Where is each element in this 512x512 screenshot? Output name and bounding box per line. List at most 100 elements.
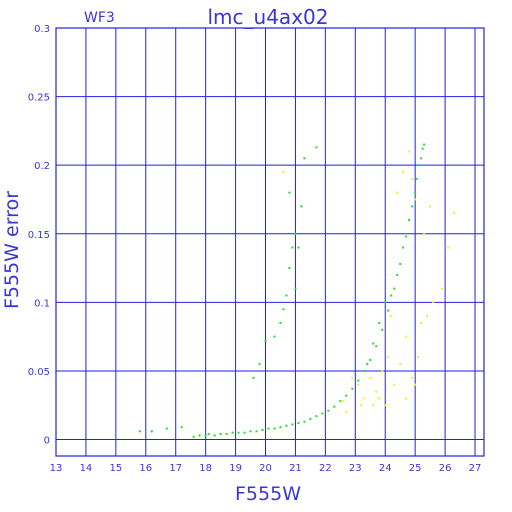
y-tick-label: 0.25 (28, 93, 50, 104)
green-data-point (237, 431, 240, 434)
green-data-point (207, 433, 210, 436)
yellow-data-point (417, 356, 420, 359)
y-tick-label: 0.15 (28, 230, 50, 241)
green-data-point (258, 363, 261, 366)
green-data-point (243, 431, 246, 434)
yellow-data-point (381, 369, 384, 372)
plot-frame (55, 27, 485, 457)
x-tick-label: 27 (469, 463, 482, 474)
x-tick-label: 19 (229, 463, 242, 474)
x-tick-label: 14 (80, 463, 93, 474)
green-data-point (321, 412, 324, 415)
x-tick-label: 15 (109, 463, 122, 474)
green-data-point (421, 147, 424, 150)
green-data-point (225, 433, 228, 436)
green-data-point (405, 235, 408, 238)
y-tick-label: 0.1 (34, 298, 50, 309)
yellow-data-point (378, 397, 381, 400)
yellow-data-point (405, 335, 408, 338)
green-data-point (255, 430, 258, 433)
x-tick-label: 20 (259, 463, 272, 474)
x-tick-label: 21 (289, 463, 302, 474)
yellow-data-point (414, 198, 417, 201)
green-data-point (165, 427, 168, 430)
green-data-point (363, 369, 366, 372)
green-data-point (291, 246, 294, 249)
y-axis-label: F555W error (1, 191, 23, 309)
green-data-point (219, 433, 222, 436)
green-data-point (384, 301, 387, 304)
yellow-data-point (345, 411, 348, 414)
green-data-point (249, 430, 252, 433)
green-data-point (315, 415, 318, 418)
y-tick-label: 0.2 (34, 161, 50, 172)
green-data-point (327, 409, 330, 412)
yellow-data-point (453, 212, 456, 215)
green-data-point (423, 143, 426, 146)
green-data-point (345, 394, 348, 397)
yellow-data-point (447, 246, 450, 249)
green-data-point (417, 164, 420, 167)
green-data-point (267, 427, 270, 430)
green-data-point (408, 219, 411, 222)
x-tick-label: 17 (169, 463, 182, 474)
green-data-point (303, 420, 306, 423)
green-data-point (402, 246, 405, 249)
green-data-point (297, 246, 300, 249)
green-data-point (339, 400, 342, 403)
green-data-point (150, 430, 153, 433)
green-data-point (357, 379, 360, 382)
green-data-point (378, 321, 381, 324)
x-axis-label: F555W (235, 483, 301, 505)
yellow-data-point (342, 400, 345, 403)
yellow-data-point (411, 376, 414, 379)
green-data-point (294, 287, 297, 290)
green-data-point (369, 358, 372, 361)
green-data-point (411, 205, 414, 208)
green-data-point (279, 426, 282, 429)
chart-title: lmc_u4ax02 (208, 5, 329, 29)
yellow-data-point (390, 315, 393, 318)
yellow-data-point (393, 383, 396, 386)
green-data-point (399, 262, 402, 265)
green-data-point (138, 430, 141, 433)
green-data-point (420, 157, 423, 160)
green-data-point (309, 417, 312, 420)
yellow-data-point (426, 315, 429, 318)
y-tick-label: 0.05 (28, 367, 50, 378)
y-tick-label: 0 (44, 436, 50, 447)
green-data-point (297, 422, 300, 425)
green-data-point (387, 309, 390, 312)
x-tick-label: 22 (319, 463, 332, 474)
yellow-data-point (432, 301, 435, 304)
green-data-point (273, 335, 276, 338)
green-data-point (279, 321, 282, 324)
yellow-data-point (369, 376, 372, 379)
green-data-point (288, 267, 291, 270)
yellow-data-point (411, 177, 414, 180)
green-data-point (264, 339, 267, 342)
green-data-point (261, 428, 264, 431)
yellow-data-point (357, 383, 360, 386)
green-data-point (204, 434, 207, 437)
green-data-point (366, 363, 369, 366)
x-tick-label: 23 (349, 463, 362, 474)
yellow-data-point (423, 232, 426, 235)
yellow-data-point (414, 383, 417, 386)
yellow-data-point (282, 171, 285, 174)
green-data-point (294, 232, 297, 235)
yellow-data-point (405, 397, 408, 400)
green-data-point (333, 405, 336, 408)
yellow-data-point (408, 150, 411, 153)
green-data-point (393, 287, 396, 290)
green-data-point (372, 342, 375, 345)
green-data-point (198, 434, 201, 437)
x-tick-label: 25 (409, 463, 422, 474)
data-points (138, 143, 456, 438)
green-data-point (390, 294, 393, 297)
green-data-point (213, 434, 216, 437)
yellow-data-point (399, 363, 402, 366)
green-data-point (315, 146, 318, 149)
